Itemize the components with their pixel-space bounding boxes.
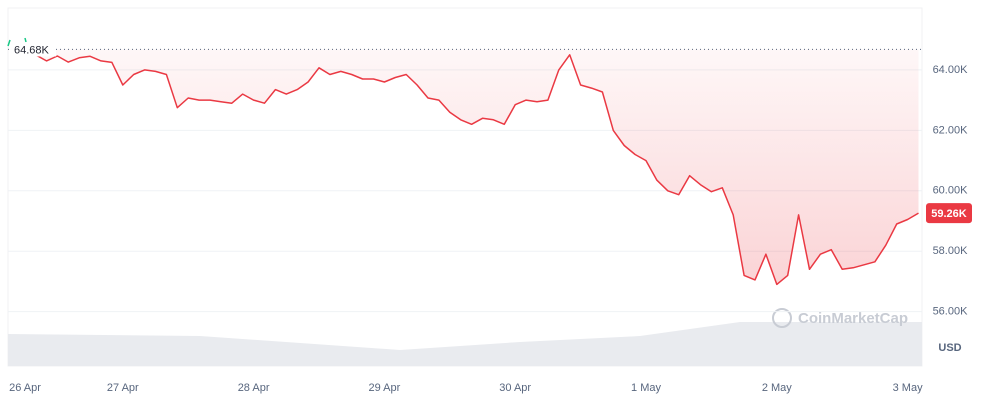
y-tick-label: 64.00K xyxy=(933,64,969,76)
x-tick-label: 26 Apr xyxy=(9,382,41,394)
watermark-logo xyxy=(772,308,792,328)
x-tick-label: 1 May xyxy=(631,382,661,394)
x-tick-label: 27 Apr xyxy=(107,382,139,394)
watermark: CoinMarketCap xyxy=(772,308,908,328)
y-tick-label: 56.00K xyxy=(933,306,969,318)
watermark-text: CoinMarketCap xyxy=(798,310,908,327)
x-tick-label: 28 Apr xyxy=(238,382,270,394)
price-line xyxy=(35,54,919,286)
current-price-box xyxy=(926,203,972,224)
current-price-label: 59.26K xyxy=(931,208,967,220)
y-tick-label: 62.00K xyxy=(933,124,969,136)
currency-label: USD xyxy=(938,342,961,354)
y-tick-label: 58.00K xyxy=(933,245,969,257)
reference-label: 64.68K xyxy=(14,44,50,56)
y-tick-label: 60.00K xyxy=(933,185,969,197)
x-tick-label: 2 May xyxy=(762,382,792,394)
reference-label-box xyxy=(10,42,56,57)
x-tick-label: 29 Apr xyxy=(368,382,400,394)
x-tick-label: 30 Apr xyxy=(499,382,531,394)
volume-area xyxy=(8,322,922,366)
open-marker xyxy=(7,37,27,47)
x-tick-label: 3 May xyxy=(893,382,923,394)
area-fill xyxy=(35,49,919,285)
